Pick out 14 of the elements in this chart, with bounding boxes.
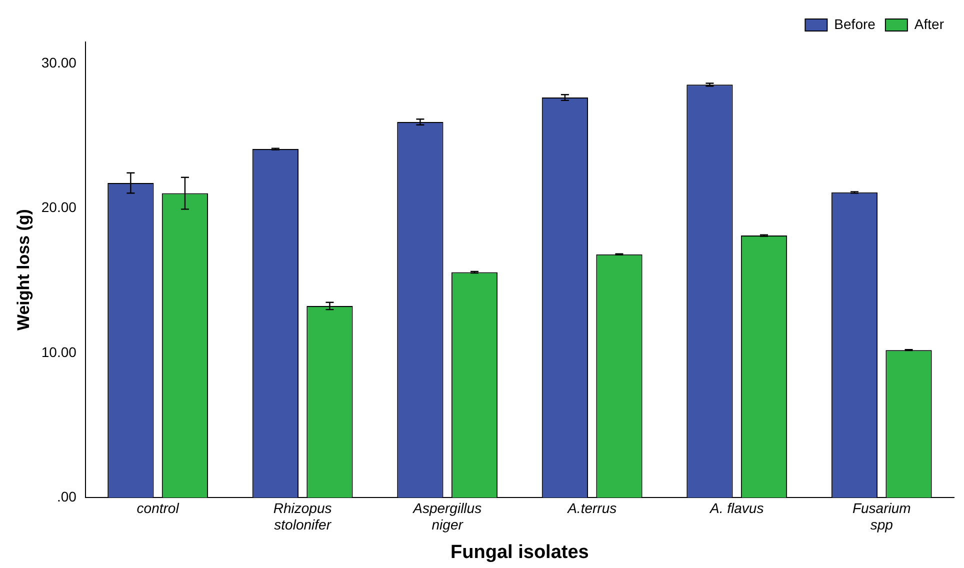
x-axis-title: Fungal isolates [450,542,589,563]
y-tick-label: .00 [56,488,77,504]
y-tick-label: 10.00 [41,344,77,360]
legend-label: Before [834,16,876,32]
legend-label: After [914,16,944,32]
y-axis-title: Weight loss (g) [14,209,33,331]
x-tick-label: Aspergillus niger [412,500,482,533]
x-tick-label: A.terrus [566,500,617,516]
x-tick-label: control [136,500,180,516]
y-tick-label: 30.00 [41,54,77,71]
y-tick-label: 20.00 [41,199,77,216]
x-tick-label: A. flavus [709,500,764,516]
x-tick-label: Rhizopus stolonifer [273,500,332,533]
x-tick-label: Fusarium spp [852,500,912,533]
